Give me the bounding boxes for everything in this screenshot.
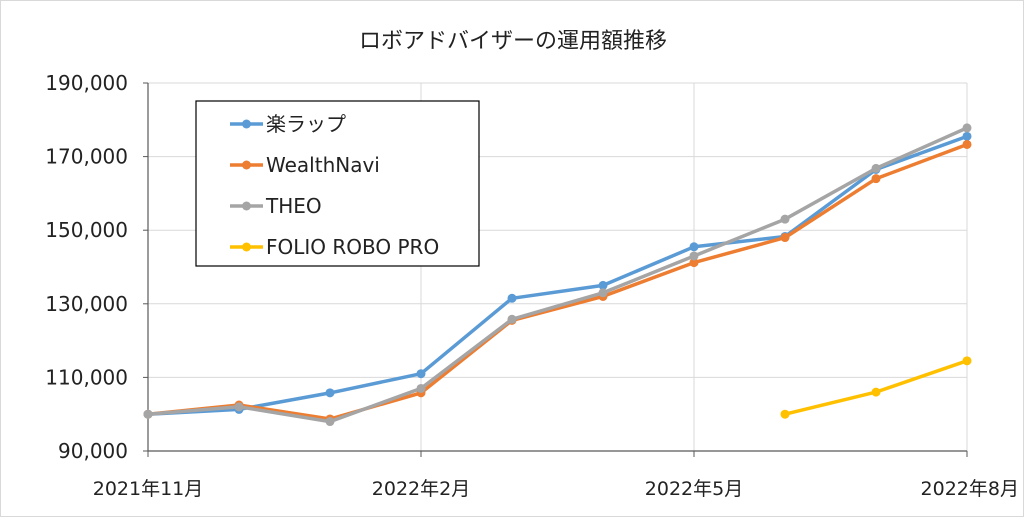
data-point bbox=[689, 242, 699, 252]
data-point bbox=[962, 131, 972, 141]
y-tick-label: 130,000 bbox=[45, 292, 128, 316]
data-point bbox=[962, 356, 972, 366]
x-tick-label: 2021年11月 bbox=[93, 478, 204, 500]
data-point bbox=[871, 163, 881, 173]
legend-label: THEO bbox=[265, 194, 322, 218]
y-tick-label: 150,000 bbox=[45, 218, 128, 242]
chart-title: ロボアドバイザーの運用額推移 bbox=[359, 29, 667, 54]
y-tick-label: 190,000 bbox=[45, 71, 128, 95]
data-point bbox=[507, 293, 517, 303]
series-line bbox=[146, 126, 969, 424]
data-point bbox=[689, 258, 699, 268]
legend-item: FOLIO ROBO PRO bbox=[230, 235, 439, 259]
x-tick-label: 2022年8月 bbox=[921, 478, 1019, 500]
x-tick-labels: 2021年11月 2022年2月 2022年5月 2022年8月 bbox=[93, 478, 1019, 500]
legend-item: 楽ラップ bbox=[230, 112, 346, 136]
axes bbox=[143, 82, 968, 457]
data-point bbox=[598, 288, 608, 298]
data-point bbox=[780, 409, 790, 419]
legend-swatch-marker bbox=[242, 201, 251, 211]
series-line bbox=[783, 359, 969, 416]
data-point bbox=[871, 174, 881, 184]
series-layer bbox=[143, 123, 972, 427]
data-point bbox=[780, 214, 790, 224]
data-point bbox=[962, 139, 972, 149]
data-point bbox=[780, 233, 790, 243]
legend-item: THEO bbox=[230, 194, 322, 218]
legend-swatch-marker bbox=[242, 160, 251, 170]
x-tick-label: 2022年2月 bbox=[372, 478, 470, 500]
data-point bbox=[234, 402, 244, 412]
y-tick-label: 170,000 bbox=[45, 145, 128, 169]
data-point bbox=[143, 409, 153, 419]
legend-label: WealthNavi bbox=[266, 153, 380, 177]
series-line bbox=[146, 134, 969, 416]
legend-swatch-marker bbox=[242, 242, 251, 252]
y-tick-labels: 90,000 110,000 130,000 150,000 170,000 190,00… bbox=[45, 71, 128, 463]
data-point bbox=[689, 251, 699, 261]
data-point bbox=[598, 280, 608, 290]
data-point bbox=[416, 383, 426, 393]
data-point bbox=[871, 387, 881, 397]
legend-swatch-marker bbox=[242, 119, 251, 129]
series-line bbox=[146, 142, 969, 421]
data-point bbox=[325, 417, 335, 427]
data-point bbox=[507, 314, 517, 324]
legend: 楽ラップ WealthNavi THEO FOLIO ROBO PRO bbox=[195, 100, 480, 267]
legend-label: FOLIO ROBO PRO bbox=[266, 235, 439, 259]
data-point bbox=[325, 388, 335, 398]
legend-label: 楽ラップ bbox=[266, 112, 346, 136]
legend-box bbox=[195, 100, 480, 267]
y-tick-label: 110,000 bbox=[45, 365, 128, 389]
y-tick-label: 90,000 bbox=[58, 439, 128, 463]
x-tick-label: 2022年5月 bbox=[645, 478, 743, 500]
series-folio-robo-pro bbox=[780, 356, 972, 419]
data-point bbox=[416, 369, 426, 379]
series-theo bbox=[143, 123, 972, 427]
data-point bbox=[962, 123, 972, 133]
legend-item: WealthNavi bbox=[230, 153, 380, 177]
